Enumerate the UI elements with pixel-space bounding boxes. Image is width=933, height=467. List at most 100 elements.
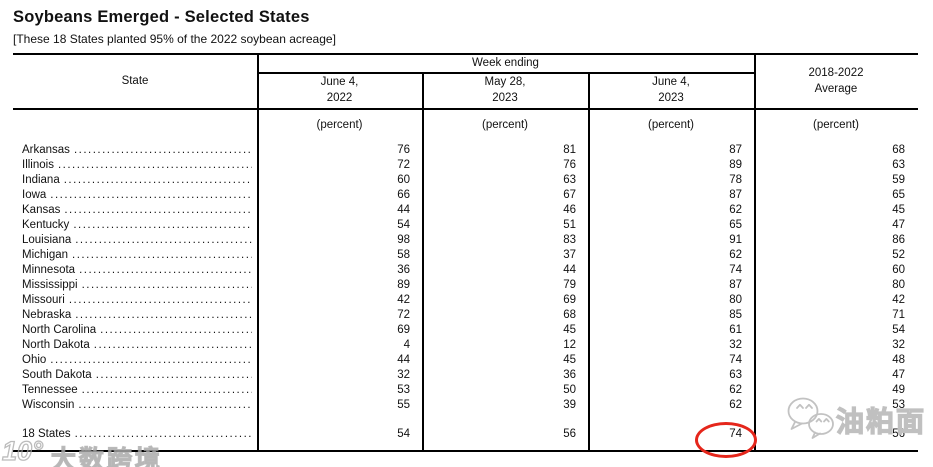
unit-label-col1: (percent) bbox=[316, 119, 363, 131]
dot-leader bbox=[75, 427, 252, 442]
value-may28-2023: 81 bbox=[563, 144, 576, 156]
state-name: Louisiana bbox=[22, 234, 72, 246]
dot-leader bbox=[94, 338, 252, 353]
soybeans-emerged-table: State Week ending June 4, 2022 May 28, 2… bbox=[13, 53, 918, 452]
table-row: North Carolina 69 45 61 54 bbox=[13, 323, 918, 338]
state-name-cell: Nebraska bbox=[13, 308, 257, 323]
value-average: 47 bbox=[892, 219, 905, 231]
value-average: 86 bbox=[892, 234, 905, 246]
value-june4-2023: 61 bbox=[729, 324, 742, 336]
table-row: Ohio 44 45 74 48 bbox=[13, 353, 918, 368]
value-june4-2023: 63 bbox=[729, 369, 742, 381]
divider-col1-col2 bbox=[422, 72, 424, 450]
state-name: Indiana bbox=[22, 174, 60, 186]
state-name: Missouri bbox=[22, 294, 65, 306]
value-may28-2023: 12 bbox=[563, 339, 576, 351]
value-june4-2022: 4 bbox=[403, 339, 410, 351]
value-june4-2022: 54 bbox=[397, 219, 410, 231]
value-june4-2022: 72 bbox=[397, 309, 410, 321]
value-average: 60 bbox=[892, 264, 905, 276]
value-june4-2022: 76 bbox=[397, 144, 410, 156]
dot-leader bbox=[75, 233, 252, 248]
week-ending-group-header: Week ending bbox=[472, 56, 539, 69]
dot-leader bbox=[100, 323, 252, 338]
column-header-may28-2023: May 28, 2023 bbox=[484, 76, 526, 104]
table-row: Missouri 42 69 80 42 bbox=[13, 293, 918, 308]
table-row: Nebraska 72 68 85 71 bbox=[13, 308, 918, 323]
value-june4-2023: 32 bbox=[729, 339, 742, 351]
dot-leader bbox=[72, 248, 252, 263]
value-average: 52 bbox=[892, 249, 905, 261]
table-row: Arkansas 76 81 87 68 bbox=[13, 143, 918, 158]
table-row: Minnesota 36 44 74 60 bbox=[13, 263, 918, 278]
table-row: North Dakota 4 12 32 32 bbox=[13, 338, 918, 353]
dot-leader bbox=[50, 353, 252, 368]
total-average: 56 bbox=[892, 428, 905, 440]
value-june4-2022: 58 bbox=[397, 249, 410, 261]
state-name: Wisconsin bbox=[22, 399, 75, 411]
state-name: Nebraska bbox=[22, 309, 72, 321]
value-average: 47 bbox=[892, 369, 905, 381]
value-june4-2022: 72 bbox=[397, 159, 410, 171]
state-name-cell: Minnesota bbox=[13, 263, 257, 278]
value-june4-2023: 74 bbox=[729, 264, 742, 276]
value-june4-2023: 85 bbox=[729, 309, 742, 321]
divider-col3-avg bbox=[754, 53, 756, 450]
value-june4-2022: 66 bbox=[397, 189, 410, 201]
state-name: Michigan bbox=[22, 249, 69, 261]
dot-leader bbox=[82, 278, 252, 293]
value-average: 54 bbox=[892, 324, 905, 336]
state-name: Mississippi bbox=[22, 279, 78, 291]
value-may28-2023: 76 bbox=[563, 159, 576, 171]
header-bottom-border bbox=[13, 108, 918, 110]
table-row: Louisiana 98 83 91 86 bbox=[13, 233, 918, 248]
value-may28-2023: 51 bbox=[563, 219, 576, 231]
value-june4-2023: 87 bbox=[729, 279, 742, 291]
state-name: Tennessee bbox=[22, 384, 78, 396]
dot-leader bbox=[96, 368, 252, 383]
value-average: 65 bbox=[892, 189, 905, 201]
value-may28-2023: 37 bbox=[563, 249, 576, 261]
table-row: Indiana 60 63 78 59 bbox=[13, 173, 918, 188]
value-average: 48 bbox=[892, 354, 905, 366]
state-name-cell: Ohio bbox=[13, 353, 257, 368]
value-june4-2022: 60 bbox=[397, 174, 410, 186]
value-average: 63 bbox=[892, 159, 905, 171]
state-name-cell: Michigan bbox=[13, 248, 257, 263]
value-june4-2023: 78 bbox=[729, 174, 742, 186]
state-rows: Arkansas 76 81 87 68 Illinois 72 76 89 6… bbox=[13, 143, 918, 413]
value-june4-2023: 62 bbox=[729, 204, 742, 216]
value-june4-2023: 74 bbox=[729, 354, 742, 366]
state-name: Ohio bbox=[22, 354, 47, 366]
page-subtitle: [These 18 States planted 95% of the 2022… bbox=[13, 32, 336, 46]
total-label-cell: 18 States bbox=[13, 427, 257, 442]
value-average: 59 bbox=[892, 174, 905, 186]
value-average: 71 bbox=[892, 309, 905, 321]
value-june4-2023: 89 bbox=[729, 159, 742, 171]
state-column-header: State bbox=[121, 74, 149, 87]
value-june4-2022: 36 bbox=[397, 264, 410, 276]
value-may28-2023: 69 bbox=[563, 294, 576, 306]
value-june4-2022: 69 bbox=[397, 324, 410, 336]
unit-label-col3: (percent) bbox=[647, 119, 695, 131]
dot-leader bbox=[64, 203, 252, 218]
dot-leader bbox=[79, 263, 252, 278]
column-header-average: 2018-2022 Average bbox=[808, 66, 864, 95]
value-june4-2022: 53 bbox=[397, 384, 410, 396]
value-june4-2023: 87 bbox=[729, 144, 742, 156]
state-name-cell: Missouri bbox=[13, 293, 257, 308]
value-june4-2022: 44 bbox=[397, 204, 410, 216]
table-row: Wisconsin 55 39 62 53 bbox=[13, 398, 918, 413]
value-june4-2023: 62 bbox=[729, 249, 742, 261]
total-june4-2022: 54 bbox=[397, 428, 410, 440]
value-average: 49 bbox=[892, 384, 905, 396]
state-name: Arkansas bbox=[22, 144, 70, 156]
state-name-cell: Louisiana bbox=[13, 233, 257, 248]
value-average: 45 bbox=[892, 204, 905, 216]
value-average: 53 bbox=[892, 399, 905, 411]
state-name: Minnesota bbox=[22, 264, 76, 276]
value-june4-2022: 55 bbox=[397, 399, 410, 411]
state-name-cell: Indiana bbox=[13, 173, 257, 188]
total-row: 18 States 54 56 74 56 bbox=[13, 427, 918, 442]
value-average: 42 bbox=[892, 294, 905, 306]
